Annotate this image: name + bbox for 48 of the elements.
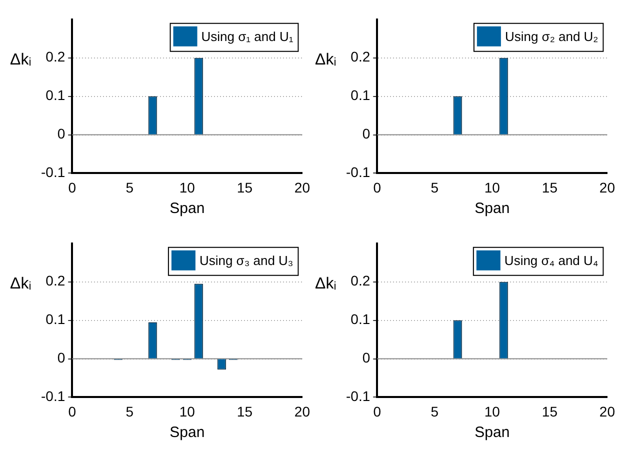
- y-tick-label: 0: [57, 126, 66, 142]
- x-tick-label: 10: [179, 179, 196, 196]
- y-axis-title: Δkᵢ: [10, 275, 32, 292]
- y-tick-label: 0.2: [46, 48, 66, 65]
- x-tick-label: 10: [484, 179, 500, 196]
- legend-label: Using σ₃ and U₃: [199, 252, 294, 268]
- y-tick-label: 0.2: [350, 272, 370, 289]
- x-tick-label: 15: [236, 403, 253, 420]
- x-tick-label: 15: [542, 179, 558, 196]
- x-tick-label: 0: [373, 179, 382, 196]
- x-tick-label: 5: [126, 403, 134, 420]
- y-tick-label: 0: [362, 126, 370, 142]
- legend-label: Using σ₂ and U₂: [504, 28, 598, 44]
- y-tick-label: 0: [362, 350, 370, 366]
- y-tick-label: 0.1: [46, 87, 66, 104]
- y-axis-title: Δkᵢ: [315, 275, 336, 292]
- x-tick-label: 0: [373, 403, 382, 420]
- legend-label: Using σ₄ and U₄: [504, 252, 598, 268]
- x-axis-title: Span: [170, 424, 205, 442]
- y-tick-label: 0: [57, 350, 66, 366]
- x-axis-title: Span: [474, 424, 510, 442]
- y-tick-label: 0.2: [350, 48, 370, 65]
- x-tick-label: 20: [599, 403, 616, 420]
- y-tick-label: -0.1: [41, 388, 66, 404]
- x-axis-title: Span: [474, 200, 510, 218]
- x-tick-label: 20: [294, 179, 310, 196]
- x-axis-title: Span: [170, 200, 205, 218]
- y-tick-label: -0.1: [41, 164, 66, 180]
- x-tick-label: 15: [236, 179, 253, 196]
- x-tick-label: 5: [430, 403, 439, 420]
- x-tick-label: 20: [294, 403, 310, 420]
- x-tick-label: 10: [179, 403, 196, 420]
- y-tick-label: -0.1: [346, 164, 370, 180]
- x-tick-label: 15: [542, 403, 558, 420]
- y-tick-label: 0.1: [46, 311, 66, 328]
- y-axis-title: Δkᵢ: [315, 51, 336, 68]
- y-tick-label: 0.1: [350, 311, 370, 328]
- y-tick-label: 0.2: [46, 272, 66, 289]
- x-tick-label: 5: [126, 179, 134, 196]
- x-tick-label: 0: [68, 179, 76, 196]
- y-tick-label: -0.1: [346, 388, 370, 404]
- y-axis-title: Δkᵢ: [10, 51, 32, 68]
- x-tick-label: 10: [484, 403, 500, 420]
- x-tick-label: 20: [599, 179, 616, 196]
- y-tick-label: 0.1: [350, 87, 370, 104]
- x-tick-label: 5: [430, 179, 439, 196]
- x-tick-label: 0: [68, 403, 76, 420]
- legend-label: Using σ₁ and U₁: [201, 28, 294, 44]
